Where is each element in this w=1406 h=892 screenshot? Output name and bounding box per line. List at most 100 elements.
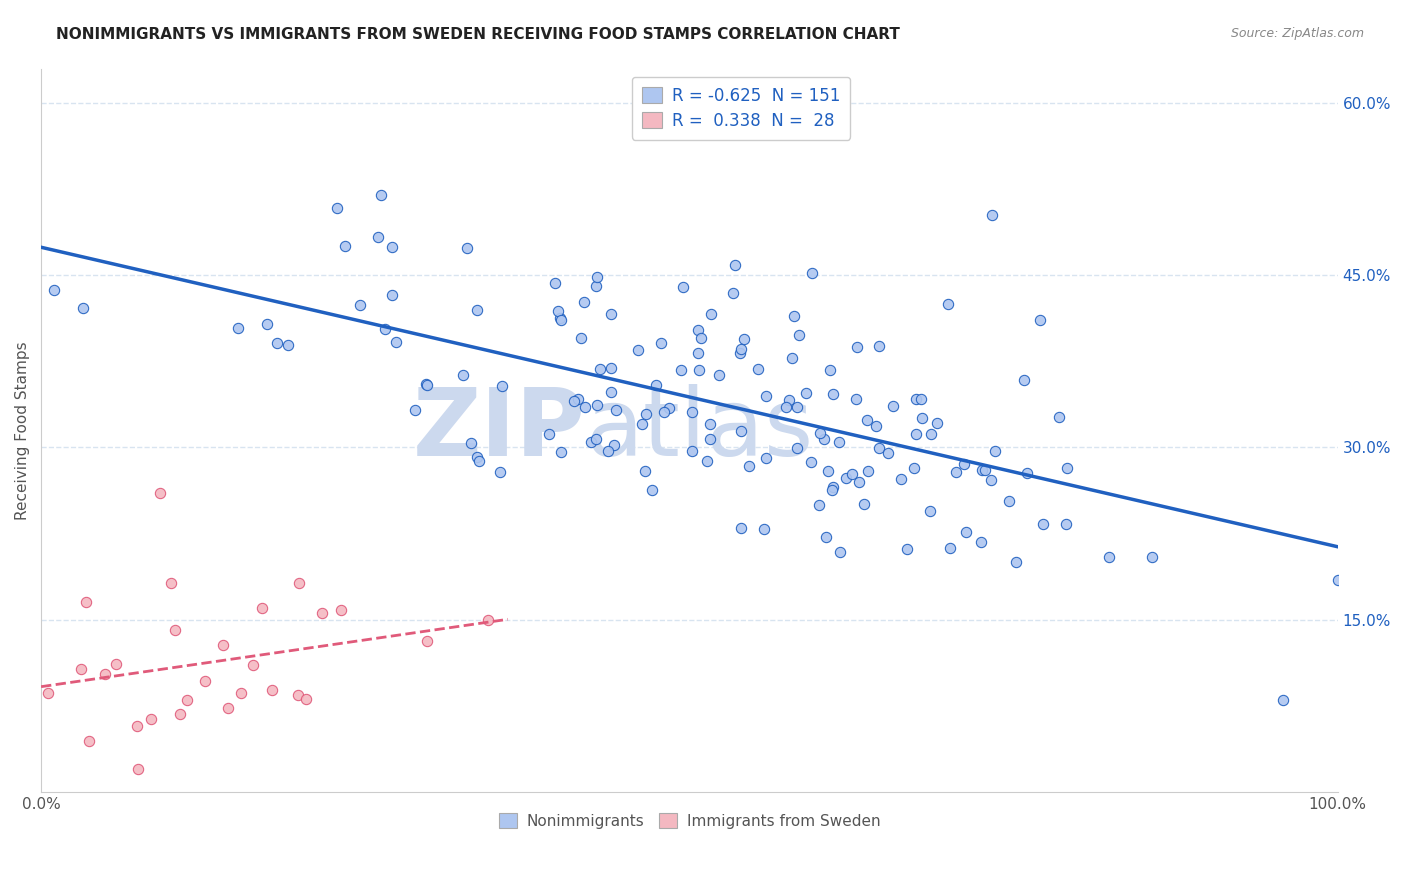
Text: atlas: atlas xyxy=(586,384,814,476)
Point xyxy=(980,208,1002,222)
Point xyxy=(605,403,627,417)
Point xyxy=(370,187,392,202)
Point xyxy=(755,450,778,465)
Point xyxy=(903,460,925,475)
Point xyxy=(37,686,59,700)
Point xyxy=(953,457,976,471)
Point xyxy=(574,400,596,414)
Point xyxy=(262,683,284,698)
Point xyxy=(169,707,191,722)
Point xyxy=(311,606,333,620)
Legend: Nonimmigrants, Immigrants from Sweden: Nonimmigrants, Immigrants from Sweden xyxy=(492,807,886,835)
Point xyxy=(1005,555,1028,569)
Point xyxy=(723,286,745,301)
Point xyxy=(105,657,128,672)
Point xyxy=(905,426,928,441)
Text: NONIMMIGRANTS VS IMMIGRANTS FROM SWEDEN RECEIVING FOOD STAMPS CORRELATION CHART: NONIMMIGRANTS VS IMMIGRANTS FROM SWEDEN … xyxy=(56,27,900,42)
Point xyxy=(955,524,977,539)
Point xyxy=(550,445,572,459)
Point xyxy=(404,403,426,417)
Point xyxy=(970,535,993,549)
Point xyxy=(778,393,800,408)
Point xyxy=(416,634,439,648)
Point xyxy=(846,339,869,353)
Point xyxy=(973,463,995,477)
Point xyxy=(631,417,654,432)
Point xyxy=(1012,373,1035,387)
Point xyxy=(644,378,666,392)
Point xyxy=(868,442,890,456)
Point xyxy=(1056,461,1078,475)
Point xyxy=(681,405,703,419)
Text: ZIP: ZIP xyxy=(413,384,586,476)
Point xyxy=(127,719,149,733)
Point xyxy=(728,345,751,359)
Point xyxy=(367,229,389,244)
Point xyxy=(544,277,567,291)
Point xyxy=(813,432,835,446)
Point xyxy=(652,405,675,419)
Point xyxy=(730,521,752,535)
Point xyxy=(127,762,149,776)
Point xyxy=(980,473,1002,487)
Point xyxy=(1271,693,1294,707)
Point xyxy=(149,486,172,500)
Point xyxy=(79,734,101,748)
Point xyxy=(600,307,623,321)
Point xyxy=(925,416,948,430)
Point xyxy=(256,318,278,332)
Point xyxy=(786,400,808,414)
Point xyxy=(277,338,299,352)
Point xyxy=(877,446,900,460)
Point xyxy=(589,362,612,376)
Point xyxy=(734,333,756,347)
Point xyxy=(42,283,65,297)
Point xyxy=(242,657,264,672)
Point xyxy=(460,436,482,450)
Point xyxy=(634,464,657,478)
Point xyxy=(800,455,823,469)
Point xyxy=(794,385,817,400)
Point xyxy=(1047,410,1070,425)
Point xyxy=(814,530,837,544)
Point xyxy=(1032,516,1054,531)
Point xyxy=(374,322,396,336)
Point xyxy=(882,399,904,413)
Point xyxy=(920,504,942,518)
Point xyxy=(841,467,863,481)
Point xyxy=(381,288,404,302)
Point xyxy=(600,385,623,400)
Point xyxy=(904,392,927,407)
Point xyxy=(845,392,868,407)
Point xyxy=(686,323,709,337)
Point xyxy=(585,432,607,446)
Point xyxy=(828,435,851,450)
Point xyxy=(159,576,181,591)
Point xyxy=(808,426,831,441)
Point xyxy=(603,437,626,451)
Point xyxy=(801,266,824,280)
Point xyxy=(295,692,318,706)
Point xyxy=(287,688,309,702)
Point xyxy=(783,309,806,323)
Point xyxy=(786,442,808,456)
Point xyxy=(585,398,607,412)
Point xyxy=(491,379,513,393)
Point xyxy=(1015,466,1038,480)
Point xyxy=(93,666,115,681)
Point xyxy=(415,378,437,392)
Point xyxy=(569,331,592,345)
Point xyxy=(730,343,752,357)
Point xyxy=(212,638,235,652)
Point xyxy=(672,279,695,293)
Point xyxy=(385,335,408,350)
Point xyxy=(217,701,239,715)
Point xyxy=(548,310,571,325)
Point xyxy=(936,297,959,311)
Point xyxy=(468,454,491,468)
Point xyxy=(998,494,1021,508)
Point xyxy=(945,465,967,479)
Point xyxy=(1326,573,1348,587)
Point xyxy=(226,321,249,335)
Y-axis label: Receiving Food Stamps: Receiving Food Stamps xyxy=(15,341,30,519)
